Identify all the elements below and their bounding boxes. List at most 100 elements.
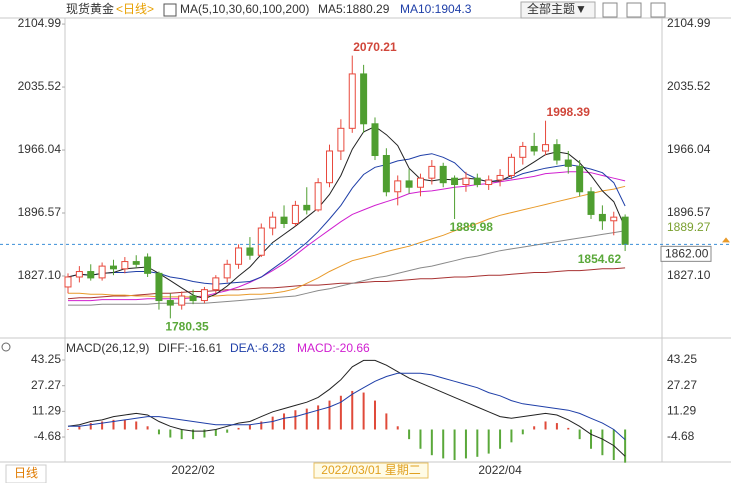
icon-button[interactable]	[650, 2, 666, 18]
x-tick-label: 2022/04	[478, 463, 522, 477]
macd-bar	[294, 410, 297, 430]
macd-bar	[590, 429, 593, 449]
macd-bar	[248, 424, 251, 430]
macd-bar	[487, 429, 490, 454]
macd-bar	[396, 426, 399, 430]
candle-body	[223, 263, 231, 279]
candle-body	[394, 180, 402, 193]
candle-body	[212, 277, 220, 291]
candle-body	[530, 145, 538, 152]
macd-bar	[373, 400, 376, 430]
tab-label[interactable]: 日线	[14, 466, 38, 480]
macd-bar	[430, 429, 433, 456]
macd-title: MACD(26,12,9)	[66, 341, 149, 355]
y-tick-label-right: 2104.99	[667, 16, 711, 30]
macd-bar	[555, 423, 558, 430]
candle-body	[314, 182, 322, 211]
macd-bar	[305, 408, 308, 430]
candle-body	[451, 177, 459, 186]
macd-line	[68, 372, 626, 440]
candle-body	[621, 216, 629, 245]
candle-body	[87, 271, 95, 279]
macd-bar	[214, 429, 217, 436]
price-header: 现货黄金 <日线> MA(5,10,30,60,100,200) MA5:188…	[66, 1, 472, 16]
macd-bar	[328, 400, 331, 430]
ma-line	[68, 230, 626, 306]
candle-body	[326, 150, 334, 184]
macd-bar	[385, 413, 388, 430]
candle-body	[348, 73, 356, 129]
crosshair-icon[interactable]	[1, 342, 11, 352]
macd-bar	[464, 429, 467, 459]
y-tick-label-right: 43.25	[667, 352, 697, 366]
macd-value: MACD:-20.66	[297, 341, 370, 355]
macd-bar	[260, 421, 263, 430]
candle-body	[280, 216, 288, 224]
symbol: 现货黄金	[66, 1, 114, 16]
macd-line	[67, 359, 626, 457]
candle-body	[428, 165, 436, 179]
low-label: 1780.35	[165, 320, 209, 334]
macd-bar	[419, 429, 422, 449]
macd-bar	[135, 421, 138, 430]
candle-body	[178, 295, 186, 306]
y-tick-label: 2035.52	[18, 79, 62, 93]
candle-body	[360, 73, 368, 125]
macd-bar	[578, 429, 581, 440]
macd-bar	[339, 395, 342, 430]
y-tick-label: 43.25	[31, 352, 61, 366]
icon-button[interactable]	[602, 2, 618, 18]
candle-body	[257, 227, 265, 256]
macd-bar	[123, 419, 126, 430]
macd-bar	[476, 429, 479, 457]
candle-body	[496, 174, 504, 181]
macd-bar	[271, 416, 274, 430]
crosshair-date-box	[313, 462, 429, 479]
diff-value: DIFF:-16.61	[158, 341, 222, 355]
macd-bar	[601, 429, 604, 456]
macd-bar	[112, 419, 115, 430]
crosshair-date: 2022/03/01 星期二	[321, 463, 420, 477]
macd-bar	[624, 429, 627, 463]
y-tick-label-right: 1896.57	[667, 205, 711, 219]
price-arrow	[722, 237, 730, 243]
y-tick-label: 1966.04	[18, 142, 62, 156]
icon-button[interactable]	[626, 2, 642, 18]
candle-body	[200, 289, 208, 302]
ma5-value: MA5:1880.29	[318, 2, 390, 16]
last-price-label: 1862.00	[665, 247, 709, 261]
theme-button-label[interactable]: 全部主题▼	[527, 1, 587, 16]
candle-body	[553, 144, 561, 161]
candle-body	[507, 156, 515, 176]
indicator-icon[interactable]	[163, 3, 177, 17]
macd-bar	[521, 429, 524, 435]
macd-bar	[101, 421, 104, 430]
theme-button[interactable]	[520, 1, 596, 19]
candle-body	[235, 247, 243, 265]
tab[interactable]	[5, 464, 47, 483]
candle-body	[462, 177, 470, 186]
macd-bar	[283, 413, 286, 430]
candle-body	[98, 265, 106, 279]
candle-body	[189, 295, 197, 302]
y-tick-label: 11.29	[32, 404, 61, 418]
y-tick-label-right: 11.29	[667, 404, 696, 418]
macd-bar	[612, 429, 615, 461]
macd-bar	[157, 429, 160, 435]
macd-bar	[237, 427, 240, 430]
candle-body	[246, 247, 254, 256]
low-label: 1889.98	[450, 220, 494, 234]
macd-bar	[89, 423, 92, 430]
candle-body	[576, 165, 584, 193]
candle-body	[519, 145, 527, 158]
price-marker: 1889.27	[667, 220, 711, 234]
macd-bar	[544, 421, 547, 430]
macd-bar	[362, 392, 365, 430]
macd-bar	[203, 429, 206, 438]
macd-header: MACD(26,12,9) DIFF:-16.61 DEA:-6.28 MACD…	[66, 341, 370, 355]
candle-body	[291, 204, 299, 224]
candle-body	[144, 256, 152, 274]
candle-body	[337, 127, 345, 152]
